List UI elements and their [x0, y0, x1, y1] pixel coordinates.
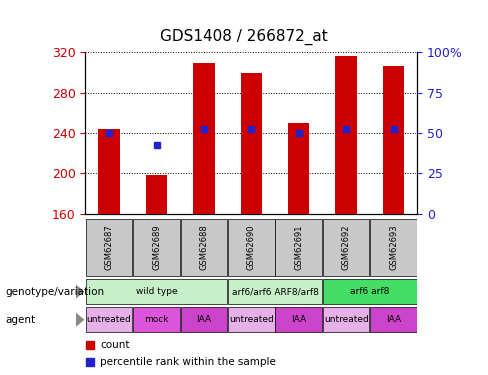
Text: untreated: untreated	[229, 315, 274, 324]
Bar	[383, 66, 404, 214]
Bar	[181, 307, 227, 332]
Polygon shape	[76, 284, 84, 299]
Text: count: count	[101, 339, 130, 350]
Text: GSM62687: GSM62687	[104, 225, 114, 270]
Bar	[323, 307, 369, 332]
Polygon shape	[76, 312, 84, 327]
Text: arf6/arf6 ARF8/arf8: arf6/arf6 ARF8/arf8	[232, 287, 319, 296]
Bar	[228, 279, 322, 304]
Bar	[241, 73, 262, 214]
Bar	[323, 219, 369, 276]
Text: percentile rank within the sample: percentile rank within the sample	[101, 357, 276, 368]
Text: GSM62689: GSM62689	[152, 225, 161, 270]
Text: mock: mock	[144, 315, 169, 324]
Text: untreated: untreated	[87, 315, 131, 324]
Bar	[323, 279, 417, 304]
Text: IAA: IAA	[291, 315, 306, 324]
Bar	[276, 219, 322, 276]
Bar	[370, 307, 417, 332]
Bar	[86, 307, 132, 332]
Text: GSM62693: GSM62693	[389, 225, 398, 270]
Text: genotype/variation: genotype/variation	[5, 286, 104, 297]
Text: GDS1408 / 266872_at: GDS1408 / 266872_at	[160, 29, 328, 45]
Bar	[99, 129, 120, 214]
Text: untreated: untreated	[324, 315, 368, 324]
Bar	[288, 123, 309, 214]
Bar	[133, 219, 180, 276]
Bar	[86, 279, 227, 304]
Text: GSM62692: GSM62692	[342, 225, 351, 270]
Bar	[193, 63, 215, 214]
Text: arf6 arf8: arf6 arf8	[350, 287, 389, 296]
Bar	[370, 219, 417, 276]
Bar	[228, 219, 275, 276]
Bar	[86, 219, 132, 276]
Bar	[228, 307, 275, 332]
Text: agent: agent	[5, 315, 35, 325]
Text: GSM62691: GSM62691	[294, 225, 303, 270]
Bar	[335, 56, 357, 214]
Text: IAA: IAA	[386, 315, 401, 324]
Bar	[146, 176, 167, 214]
Text: GSM62688: GSM62688	[200, 225, 208, 270]
Text: wild type: wild type	[136, 287, 177, 296]
Bar	[181, 219, 227, 276]
Text: GSM62690: GSM62690	[247, 225, 256, 270]
Bar	[133, 307, 180, 332]
Text: IAA: IAA	[196, 315, 211, 324]
Bar	[276, 307, 322, 332]
